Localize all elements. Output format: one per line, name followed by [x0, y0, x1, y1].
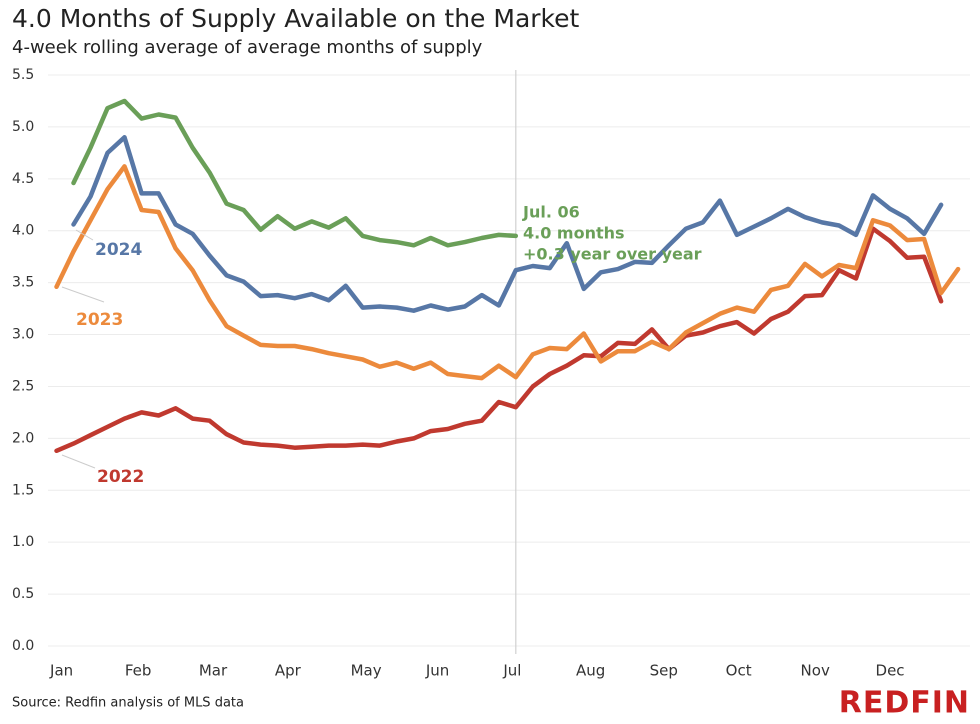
y-tick-label: 4.0: [12, 223, 34, 239]
x-tick-label: May: [351, 662, 382, 680]
annotation: Jul. 06: [522, 203, 580, 222]
y-tick-label: 0.5: [12, 586, 34, 602]
y-tick-label: 5.0: [12, 119, 34, 135]
annotation: +0.3 year over year: [523, 245, 702, 264]
x-tick-label: Feb: [125, 662, 152, 680]
y-tick-label: 4.5: [12, 171, 34, 187]
logo: REDFIN: [839, 686, 970, 721]
y-tick-label: 0.0: [12, 638, 34, 654]
y-tick-label: 1.5: [12, 482, 34, 498]
leader-line: [61, 454, 96, 469]
series-line: [71, 135, 944, 313]
series-label: 2024: [95, 240, 142, 260]
y-tick-label: 3.5: [12, 275, 34, 291]
series-line: [71, 98, 519, 248]
series-label: 2023: [76, 310, 123, 330]
x-tick-label: Apr: [275, 662, 302, 680]
y-tick-label: 2.0: [12, 430, 34, 446]
x-tick-label: Nov: [801, 662, 830, 680]
y-tick-label: 5.5: [12, 67, 34, 83]
series-line: [54, 164, 961, 381]
x-tick-label: Jul: [502, 662, 521, 680]
source-note: Source: Redfin analysis of MLS data: [12, 696, 244, 711]
leader-line: [75, 229, 94, 241]
x-tick-label: Dec: [876, 662, 905, 680]
series-line: [54, 226, 944, 454]
chart-subtitle: 4-week rolling average of average months…: [12, 37, 483, 58]
x-tick-label: Jun: [425, 662, 449, 680]
annotation: 4.0 months: [523, 224, 625, 243]
series-label: 2022: [97, 467, 144, 487]
y-tick-label: 1.0: [12, 534, 34, 550]
x-tick-label: Oct: [726, 662, 752, 680]
x-tick-label: Aug: [576, 662, 605, 680]
chart-title: 4.0 Months of Supply Available on the Ma…: [12, 4, 580, 33]
leader-line: [61, 286, 105, 303]
x-tick-label: Jan: [49, 662, 73, 680]
x-tick-label: Mar: [199, 662, 228, 680]
y-tick-label: 2.5: [12, 378, 34, 394]
y-tick-label: 3.0: [12, 327, 34, 343]
x-tick-label: Sep: [650, 662, 678, 680]
